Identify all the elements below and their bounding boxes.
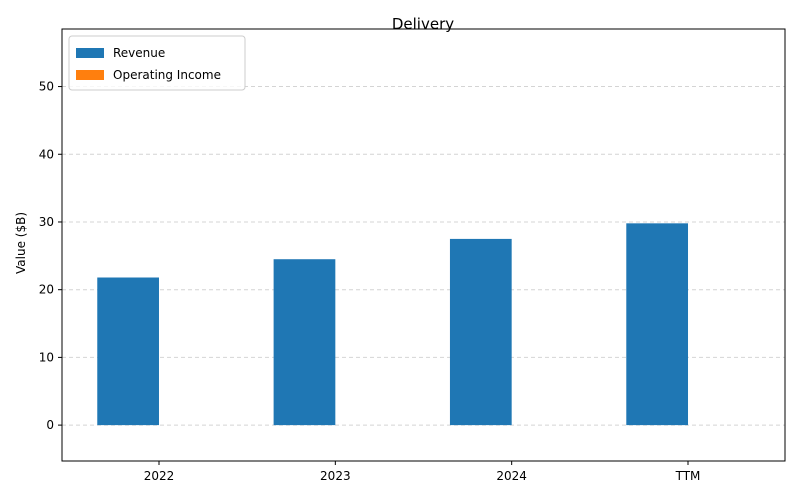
y-tick-label-2: 20 bbox=[39, 283, 54, 297]
bars bbox=[97, 223, 689, 426]
y-tick-label-1: 10 bbox=[39, 350, 54, 364]
y-tick-label-4: 40 bbox=[39, 147, 54, 161]
legend-swatch-operating-income bbox=[76, 70, 104, 80]
y-tick-label-0: 0 bbox=[46, 418, 54, 432]
x-tick-label-1: 2023 bbox=[320, 469, 351, 483]
x-tick-label-3: TTM bbox=[675, 469, 701, 483]
bar-revenue-2022 bbox=[97, 277, 159, 426]
legend: Revenue Operating Income bbox=[68, 35, 246, 91]
y-tick-label-3: 30 bbox=[39, 215, 54, 229]
x-tick-label-2: 2024 bbox=[496, 469, 527, 483]
bar-revenue-ttm bbox=[626, 223, 689, 426]
legend-swatch-revenue bbox=[76, 48, 104, 58]
x-tick-label-0: 2022 bbox=[144, 469, 175, 483]
x-axis-ticks: 2022 2023 2024 TTM bbox=[144, 461, 701, 483]
y-axis-label: Value ($B) bbox=[14, 212, 28, 274]
bar-revenue-2024 bbox=[449, 238, 512, 426]
y-axis-ticks: 0 10 20 30 40 50 bbox=[39, 80, 62, 432]
y-tick-label-5: 50 bbox=[39, 80, 54, 94]
chart-title: Delivery bbox=[392, 15, 454, 33]
plot-frame bbox=[61, 28, 786, 462]
legend-box bbox=[68, 35, 246, 91]
legend-label-revenue: Revenue bbox=[113, 46, 165, 60]
legend-label-operating-income: Operating Income bbox=[113, 68, 221, 82]
bar-revenue-2023 bbox=[273, 259, 336, 426]
